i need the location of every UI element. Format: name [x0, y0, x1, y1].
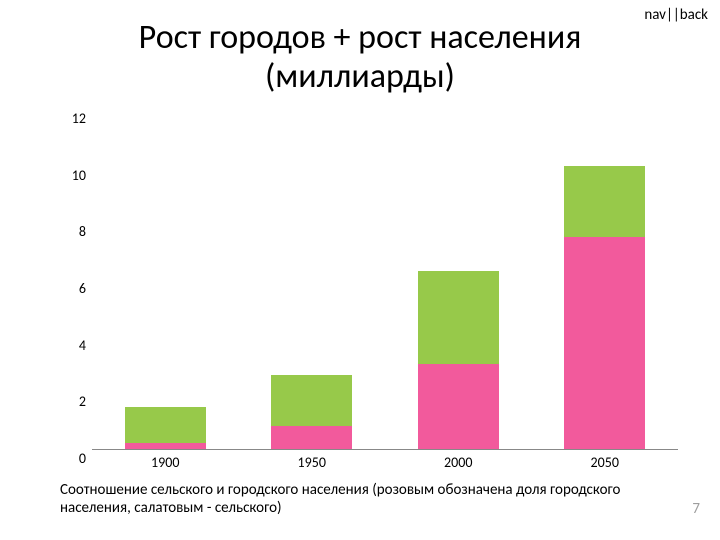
slide: { "nav": { "nav_label": "nav", "sep": "|…: [0, 0, 720, 540]
caption: Соотношение сельского и городского насел…: [60, 481, 660, 519]
bar-segment-rural: [271, 375, 352, 426]
bar-segment-urban: [271, 426, 352, 449]
bar-segment-rural: [418, 271, 499, 365]
bar-group: [418, 271, 499, 450]
page-number: 7: [692, 500, 700, 518]
bar-segment-urban: [418, 364, 499, 449]
x-tick: 2050: [591, 454, 619, 471]
x-tick: 2000: [444, 454, 472, 471]
title-line-1: Рост городов + рост населения: [139, 17, 582, 58]
title-line-2: (миллиарды): [265, 56, 455, 97]
bar-segment-rural: [125, 407, 206, 444]
bar-segment-rural: [564, 166, 645, 237]
x-tick: 1900: [151, 454, 179, 471]
x-axis: 1900 1950 2000 2050: [92, 454, 678, 476]
bar-group: [271, 375, 352, 449]
bar-segment-urban: [125, 443, 206, 449]
y-axis: 024681012: [50, 110, 90, 450]
page-title: Рост городов + рост населения (миллиарды…: [0, 18, 720, 96]
bar-segment-urban: [564, 237, 645, 450]
plot-area: [92, 110, 678, 450]
population-chart: 024681012 1900 1950 2000 2050: [50, 110, 680, 480]
bar-group: [125, 407, 206, 450]
x-tick: 1950: [298, 454, 326, 471]
bar-group: [564, 166, 645, 449]
